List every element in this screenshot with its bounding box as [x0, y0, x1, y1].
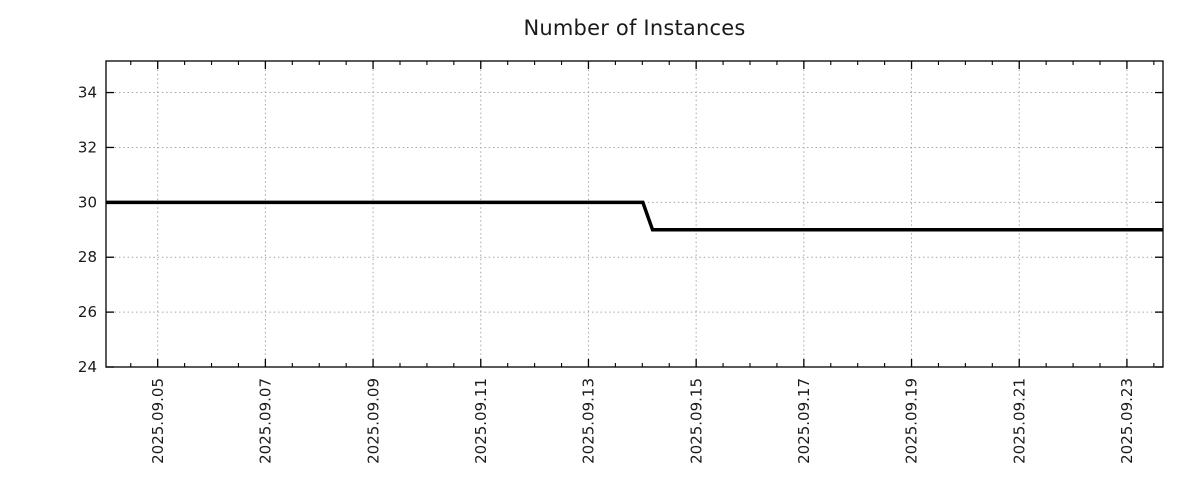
y-tick-label: 34 — [78, 84, 97, 102]
y-tick-label: 24 — [78, 358, 97, 376]
x-tick-label: 2025.09.23 — [1118, 378, 1136, 464]
y-tick-label: 30 — [78, 193, 97, 211]
x-tick-label: 2025.09.09 — [364, 378, 382, 464]
x-tick-label: 2025.09.17 — [795, 378, 813, 464]
y-tick-label: 28 — [78, 248, 97, 266]
y-tick-label: 26 — [78, 303, 97, 321]
series-instances — [106, 200, 1163, 232]
plot-border — [105, 60, 1164, 368]
x-tick-label: 2025.09.07 — [257, 378, 275, 464]
x-tick-label: 2025.09.21 — [1010, 378, 1028, 464]
x-tick-label: 2025.09.11 — [472, 378, 490, 464]
y-tick-label: 32 — [78, 138, 97, 156]
chart-title: Number of Instances — [523, 16, 746, 40]
x-tick-label: 2025.09.19 — [903, 378, 921, 464]
x-tick-label: 2025.09.15 — [687, 378, 705, 464]
x-tick-label: 2025.09.13 — [580, 378, 598, 464]
x-tick-label: 2025.09.05 — [149, 378, 167, 464]
